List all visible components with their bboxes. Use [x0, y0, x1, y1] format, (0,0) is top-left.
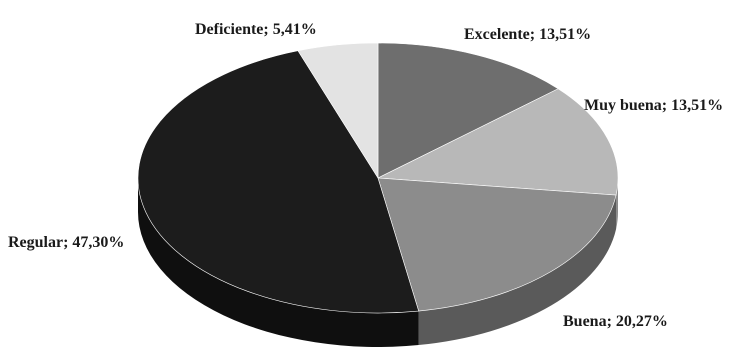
pie-slice-muy-buena: [376, 88, 619, 196]
slice-label-buena: Buena; 20,27%: [563, 313, 668, 330]
slice-label-excelente: Excelente; 13,51%: [464, 26, 591, 43]
pie-side-regular: [138, 178, 419, 347]
slice-label-deficiente: Deficiente; 5,41%: [195, 21, 317, 38]
pie-side-muy-buena: [616, 178, 618, 230]
slice-label-muy-buena: Muy buena; 13,51%: [584, 97, 723, 114]
pie-labels: Excelente; 13,51% Muy buena; 13,51% Buen…: [8, 21, 723, 330]
slice-label-regular: Regular; 47,30%: [8, 234, 124, 251]
pie-slice-deficiente: [297, 42, 379, 180]
pie-slice-buena: [377, 177, 617, 312]
pie-slice-excelente: [377, 42, 559, 179]
pie-side-buena: [418, 195, 617, 346]
pie-slice-regular: [137, 50, 420, 314]
pie-slices: [137, 42, 619, 314]
pie-sides: [138, 178, 618, 347]
